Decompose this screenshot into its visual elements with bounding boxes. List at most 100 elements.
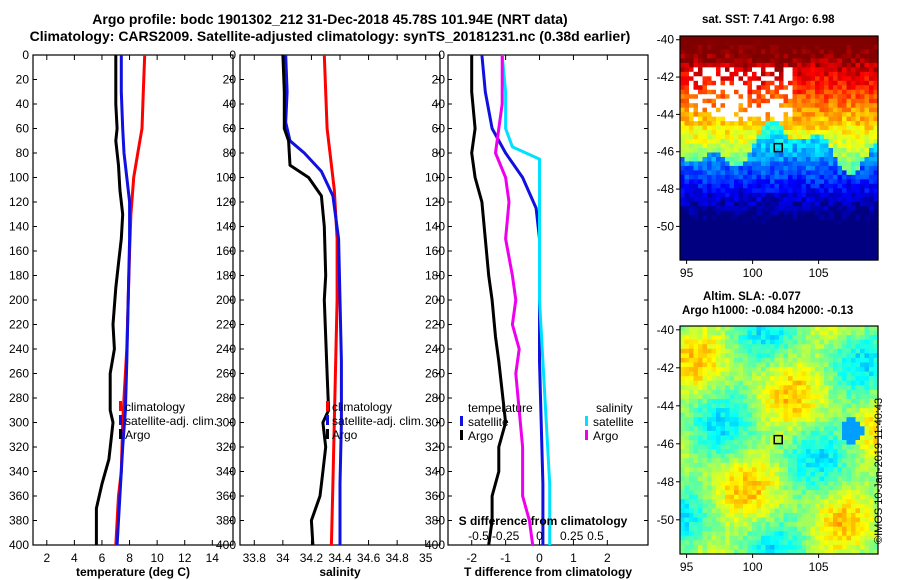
map-cell-sst bbox=[761, 134, 767, 140]
map-cell-sla bbox=[779, 490, 785, 496]
map-cell-sla bbox=[702, 449, 708, 455]
map-cell-sla bbox=[783, 494, 789, 500]
map-cell-sla bbox=[864, 353, 870, 359]
map-cell-sla bbox=[702, 508, 708, 514]
map-cell-sla bbox=[716, 326, 722, 332]
map-cell-sst bbox=[743, 44, 749, 51]
map-cell-sst bbox=[864, 233, 870, 239]
map-cell-sla bbox=[855, 444, 861, 450]
map-cell-sla bbox=[792, 412, 798, 418]
map-cell-sla bbox=[819, 549, 825, 555]
map-cell-sla bbox=[729, 531, 735, 537]
map-cell-sla bbox=[707, 549, 713, 555]
map-cell-sst bbox=[680, 143, 686, 149]
map-cell-sla bbox=[873, 494, 879, 500]
map-cell-sla bbox=[765, 549, 771, 555]
map-cell-sla bbox=[833, 362, 839, 368]
map-cell-sst bbox=[725, 215, 731, 221]
map-cell-sla bbox=[860, 371, 866, 377]
map-cell-sla bbox=[684, 476, 690, 482]
map-cell-sst bbox=[765, 215, 771, 221]
map-cell-sla bbox=[837, 398, 843, 405]
map-cell-sla bbox=[734, 485, 740, 491]
map-cell-sst bbox=[698, 148, 704, 154]
map-cell-sst bbox=[711, 62, 717, 68]
map-cell-sst bbox=[729, 152, 735, 158]
map-cell-sst bbox=[752, 143, 758, 149]
map-cell-sst bbox=[797, 44, 803, 51]
map-cell-sst bbox=[729, 80, 735, 86]
map-cell-sla bbox=[815, 453, 821, 459]
map-cell-sla bbox=[792, 348, 798, 354]
map-cell-sla bbox=[824, 430, 830, 437]
map-cell-sst bbox=[752, 210, 758, 216]
map-cell-sla bbox=[801, 522, 807, 528]
map-cell-sla bbox=[761, 380, 767, 386]
y-tick-label-salinity: 400 bbox=[216, 538, 236, 552]
map-cell-sla bbox=[860, 344, 866, 350]
map-cell-sst bbox=[873, 130, 879, 136]
map-cell-sla bbox=[842, 485, 848, 491]
map-cell-sst bbox=[689, 85, 695, 91]
map-cell-sla bbox=[783, 353, 789, 359]
map-cell-sst bbox=[707, 215, 713, 221]
map-cell-sst bbox=[743, 201, 749, 207]
map-cell-sst bbox=[765, 125, 771, 131]
map-cell-sst bbox=[788, 224, 794, 230]
map-cell-sst bbox=[693, 85, 699, 91]
map-cell-sla bbox=[711, 335, 717, 341]
map-cell-sst bbox=[806, 89, 812, 95]
map-cell-sst bbox=[783, 67, 789, 73]
map-cell-sst bbox=[761, 179, 767, 185]
map-cell-sla bbox=[797, 503, 803, 509]
map-cell-sla bbox=[720, 440, 726, 446]
map-cell-sla bbox=[761, 435, 767, 441]
legend-swatch bbox=[585, 430, 588, 440]
map-cell-sla bbox=[743, 326, 749, 332]
map-cell-sla bbox=[693, 526, 699, 532]
map-cell-sst bbox=[734, 233, 740, 239]
map-cell-sst bbox=[864, 179, 870, 185]
map-cell-sst bbox=[855, 40, 861, 46]
map-cell-sla bbox=[707, 367, 713, 373]
map-cell-sst bbox=[693, 210, 699, 216]
map-cell-sla bbox=[851, 348, 857, 354]
map-cell-sla bbox=[842, 362, 848, 368]
map-cell-sst bbox=[693, 49, 699, 55]
map-cell-sla bbox=[824, 535, 830, 541]
map-cell-sst bbox=[765, 224, 771, 230]
map-cell-sla bbox=[738, 540, 744, 546]
map-cell-sla bbox=[689, 535, 695, 541]
map-cell-sst bbox=[842, 89, 848, 95]
map-cell-sst bbox=[810, 67, 816, 73]
map-cell-sla bbox=[761, 494, 767, 500]
map-cell-sst bbox=[833, 170, 839, 176]
map-cell-sla bbox=[761, 481, 767, 487]
map-cell-sla bbox=[720, 412, 726, 418]
map-cell-sla bbox=[684, 348, 690, 354]
y-tick-label-temperature: 400 bbox=[9, 538, 29, 552]
map-cell-sla bbox=[833, 421, 839, 427]
map-cell-sst bbox=[860, 183, 866, 189]
map-cell-sla bbox=[693, 339, 699, 345]
map-cell-sst bbox=[855, 255, 861, 261]
legend-swatch bbox=[119, 429, 122, 439]
map-cell-sla bbox=[819, 508, 825, 514]
map-cell-sla bbox=[698, 371, 704, 377]
map-cell-sla bbox=[761, 326, 767, 332]
map-cell-sla bbox=[689, 444, 695, 450]
map-cell-sla bbox=[734, 398, 740, 405]
map-cell-sst bbox=[734, 53, 740, 59]
map-cell-sst bbox=[779, 201, 785, 207]
map-cell-sla bbox=[828, 389, 834, 395]
map-cell-sla bbox=[806, 339, 812, 345]
map-cell-sla bbox=[806, 535, 812, 541]
map-cell-sla bbox=[770, 467, 776, 473]
map-cell-sst bbox=[815, 242, 821, 248]
map-cell-sst bbox=[860, 237, 866, 243]
map-y-tick-label-sla: -46 bbox=[657, 437, 675, 451]
map-cell-sst bbox=[711, 188, 717, 194]
map-cell-sst bbox=[684, 251, 690, 257]
map-cell-sla bbox=[689, 417, 695, 423]
map-cell-sst bbox=[792, 246, 798, 252]
